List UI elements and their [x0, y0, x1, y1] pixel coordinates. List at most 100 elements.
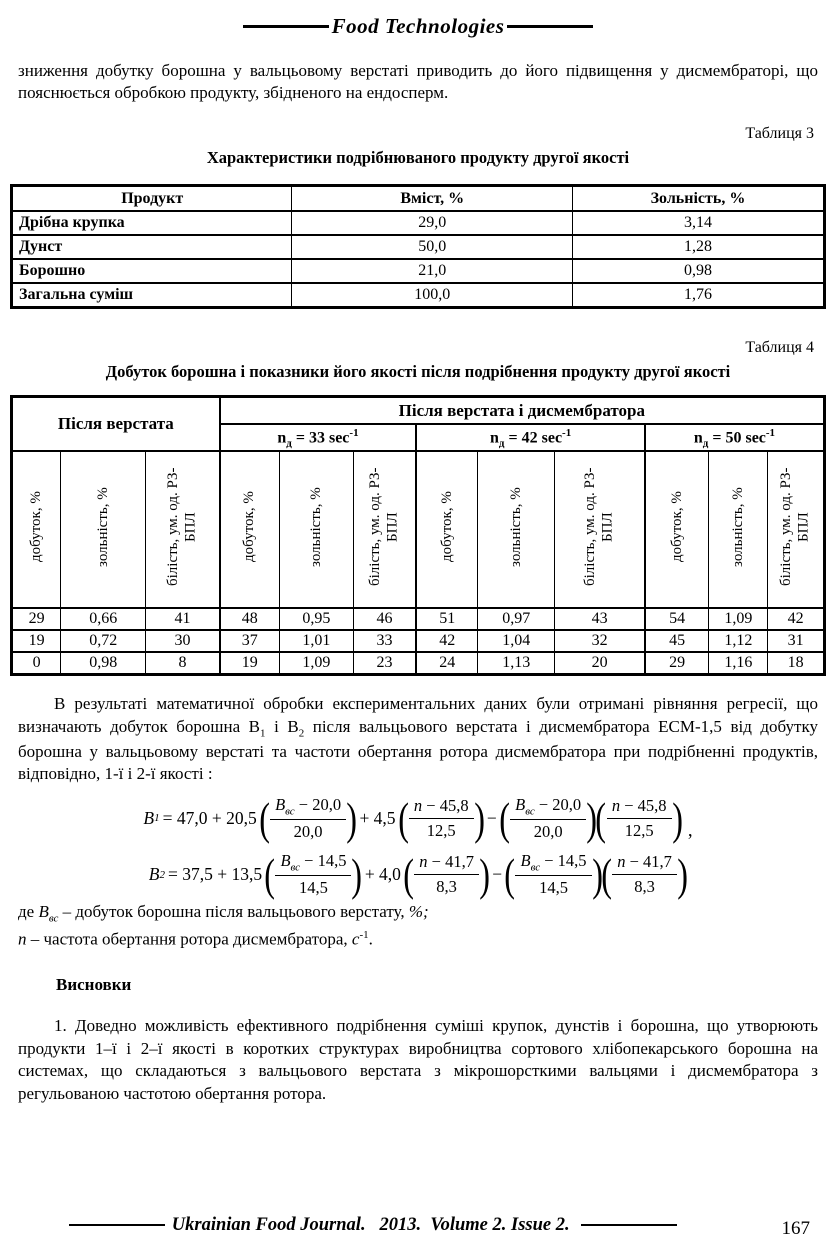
right-paren: ) [677, 848, 688, 900]
where-variable: B [38, 902, 49, 922]
table4-col-header: білість, ум. од. РЗ-БПЛ [352, 450, 417, 610]
table3-header-content: Вміст, % [291, 184, 573, 213]
table3-header-product: Продукт [10, 184, 293, 213]
fraction-variable: B [280, 850, 291, 870]
table3-cell: Дунст [10, 234, 293, 261]
table4-speed-33: nд = 33 sec-1 [218, 423, 417, 453]
fraction-numerator-rest: − 20,0 [294, 794, 342, 814]
table4-group-left: Після верстата [10, 395, 221, 453]
table4-cell: 1,09 [708, 607, 769, 632]
footer-journal-title: Ukrainian Food Journal. 2013. Volume 2. … [171, 1214, 575, 1235]
fraction-subscript: вс [525, 804, 535, 817]
where-unit: с [351, 929, 360, 949]
table4-cell: 8 [145, 651, 221, 676]
table4-cell: 31 [767, 629, 825, 654]
table3: Продукт Вміст, % Зольність, % Дрібна кру… [10, 183, 826, 309]
table4-rotated-header-row: добуток, % зольність, % білість, ум. од.… [10, 450, 825, 610]
rotated-label: зольність, % [507, 487, 524, 568]
table4-cell: 54 [643, 607, 710, 632]
fraction-numerator-rest: − 14,5 [540, 850, 587, 870]
table4-cell: 20 [554, 651, 646, 676]
fraction-variable: B [515, 794, 526, 814]
table4-cell: 1,04 [477, 629, 556, 654]
table4-col-header: добуток, % [415, 450, 479, 610]
where-unit-exponent: -1 [359, 928, 369, 941]
table4-speed-row: nд = 33 sec-1 nд = 42 sec-1 nд = 50 sec-… [12, 423, 825, 453]
table4-cell: 37 [218, 629, 280, 654]
formula-subscript: 2 [159, 868, 165, 881]
speed-subscript: д [702, 437, 709, 450]
table3-header-ash: Зольність, % [571, 184, 826, 213]
table4-cell: 32 [554, 629, 646, 654]
formula-operator: = 37,5 + 13,5 [167, 864, 263, 885]
formula-operator: + 4,5 [359, 807, 396, 828]
fraction-denominator: 8,3 [436, 877, 457, 897]
right-paren: ) [591, 848, 603, 900]
intro-paragraph: зниження добутку борошна у вальцьовому в… [18, 61, 818, 103]
where-subscript: вс [48, 912, 59, 925]
table4-cell: 1,01 [278, 629, 354, 654]
speed-value: = 42 sec [504, 428, 563, 446]
table3-cell: Загальна суміш [10, 282, 293, 309]
running-head: Food Technologies [10, 14, 826, 39]
fraction-numerator-rest: − 20,0 [534, 794, 582, 814]
fraction-variable: B [275, 794, 286, 814]
fraction: Bвс − 20,0 20,0 [270, 794, 347, 842]
where-unit: %; [408, 902, 429, 922]
fraction-denominator: 20,0 [533, 821, 563, 841]
table4-speed-42: nд = 42 sec-1 [415, 423, 646, 453]
fraction-denominator: 12,5 [624, 820, 654, 840]
left-paren: ( [601, 848, 612, 900]
table4-cell: 1,13 [477, 651, 556, 676]
table4-cell: 18 [767, 651, 825, 676]
formula-variable: B [143, 807, 155, 828]
rotated-label: добуток, % [241, 491, 258, 563]
table4-cell: 43 [554, 607, 646, 632]
table4-cell: 1,09 [278, 651, 354, 676]
regression-text: і В [265, 716, 299, 736]
rotated-label: білість, ум. од. РЗ-БПЛ [165, 468, 199, 587]
rotated-label: білість, ум. од. РЗ-БПЛ [367, 468, 401, 587]
rotated-label: зольність, % [94, 487, 111, 568]
table4-col-header: добуток, % [643, 450, 710, 610]
fraction-denominator: 14,5 [299, 878, 328, 898]
table-row: Загальна суміш 100,0 1,76 [10, 282, 826, 309]
left-paren: ( [264, 848, 276, 900]
table4-cell: 24 [415, 651, 479, 676]
table4-cell: 1,16 [708, 651, 769, 676]
table-row: Дунст 50,0 1,28 [10, 234, 826, 261]
table-row: Дрібна крупка 29,0 3,14 [10, 210, 826, 237]
regression-text: В результаті математичної обробки експер… [18, 694, 818, 736]
table3-cell: Дрібна крупка [10, 210, 293, 237]
table4-cell: 0,98 [60, 651, 147, 676]
section-title: Food Technologies [331, 14, 505, 38]
table3-caption: Характеристики подрібнюваного продукту д… [206, 147, 630, 167]
table4-cell: 0,95 [278, 607, 354, 632]
regression-text: після вальцьового верстата і дисмембрато… [18, 716, 819, 784]
header-rule-left [242, 25, 329, 28]
right-paren: ) [586, 792, 598, 844]
left-paren: ( [499, 792, 510, 844]
footer-rule-left [68, 1223, 165, 1227]
table4-cell: 1,12 [708, 629, 769, 654]
page-number: 167 [781, 1218, 811, 1239]
where-variable: n [18, 929, 27, 949]
table4-col-header: добуток, % [10, 450, 62, 610]
table4-speed-50: nд = 50 sec-1 [643, 423, 825, 453]
where-definition-1: де Bвс – добуток борошна після вальцьово… [18, 902, 818, 924]
speed-value: = 33 sec [291, 428, 350, 446]
fraction-subscript: вс [530, 861, 541, 874]
regression-paragraph: В результаті математичної обробки експер… [18, 693, 818, 785]
table4-group-right: Після верстата і дисмембратора [218, 395, 825, 426]
conclusion-paragraph: 1. Доведно можливість ефективного подріб… [18, 1016, 818, 1104]
table3-cell: Борошно [10, 258, 293, 285]
fraction-numerator-rest: − 41,7 [625, 852, 672, 872]
fraction-variable: n [413, 795, 423, 815]
fraction-denominator: 8,3 [634, 877, 655, 897]
left-paren: ( [259, 792, 270, 844]
header-rule-right [507, 25, 594, 28]
fraction: n − 45,8 12,5 [606, 796, 672, 841]
table4-col-header: білість, ум. од. РЗ-БПЛ [767, 450, 825, 610]
table4-cell: 48 [218, 607, 280, 632]
